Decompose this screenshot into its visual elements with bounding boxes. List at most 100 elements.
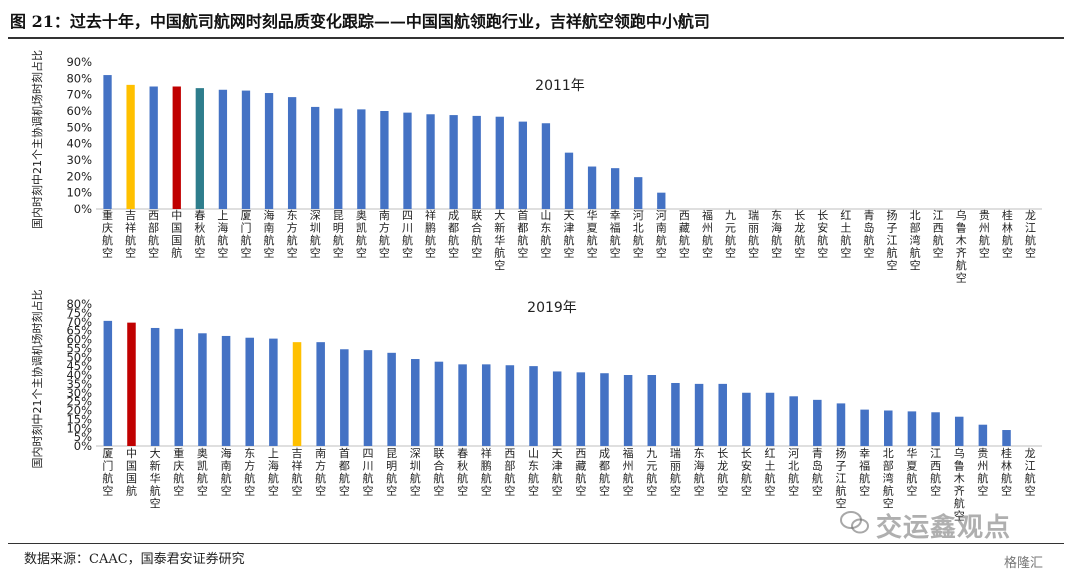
- chart-2011-xtick: 上海航空: [217, 209, 228, 260]
- chart-2019-xtick: 奥凯航空: [197, 446, 208, 498]
- chart-2019-bar: [978, 424, 988, 446]
- chart-2019-xtick: 瑞丽航空: [670, 446, 681, 498]
- chart-2011-xtick: 青岛航空: [863, 209, 874, 260]
- chart-2019-xtick: 乌鲁木齐航空: [954, 446, 965, 523]
- chart-2019-bar: [765, 392, 775, 446]
- chart-2019-bar: [292, 342, 302, 446]
- chart-2019-ytick: 20%: [66, 404, 92, 418]
- chart-2019-xtick: 东海航空: [694, 447, 705, 498]
- chart-2019-ytick: 15%: [66, 412, 92, 426]
- chart-2019-ytick: 0%: [74, 439, 92, 453]
- title-rule: [8, 37, 1064, 39]
- chart-2011-bar: [195, 88, 204, 209]
- chart-2011-xtick: 乌鲁木齐航空: [956, 208, 967, 285]
- chart-2011-xtick: 天津航空: [564, 209, 575, 260]
- chart-2011-ytick: 60%: [66, 104, 92, 118]
- chart-2011-xtick: 深圳航空: [310, 209, 321, 260]
- chart-2019-bar: [1002, 430, 1011, 446]
- chart-2019-xtick: 春秋航空: [457, 447, 468, 498]
- chart-2011-xtick: 东方航空: [287, 209, 298, 260]
- chart-2011-bar: [634, 177, 643, 209]
- chart-2011-xtick: 福州航空: [702, 208, 713, 260]
- chart-2019-xtick: 红土航空: [765, 447, 776, 498]
- chart-2011-xtick: 厦门航空: [240, 209, 251, 260]
- chart-2019-xtick: 华夏航空: [906, 446, 917, 498]
- chart-2019-ytick: 40%: [66, 368, 92, 382]
- chart-2019-ytick: 30%: [66, 386, 92, 400]
- chart-2019-bar: [600, 373, 609, 446]
- chart-2019-bar: [836, 403, 846, 446]
- chart-2011-ytick: 10%: [66, 186, 92, 200]
- chart-2019-bar: [221, 335, 231, 446]
- chart-2011-xtick: 首都航空: [517, 208, 528, 260]
- chart-2011-bar: [449, 115, 458, 209]
- chart-2019-xtick: 中国国航: [126, 447, 137, 498]
- chart-2011-bar: [403, 112, 412, 209]
- chart-2019-ytick: 60%: [66, 333, 92, 347]
- wechat-icon: [840, 511, 869, 534]
- chart-2019-ytick: 75%: [66, 306, 92, 320]
- chart-2011-ytick: 90%: [66, 55, 92, 69]
- chart-2019-bar: [150, 327, 160, 446]
- chart-2019-bar: [884, 410, 893, 446]
- chart-2019-xtick: 河北航空: [788, 447, 799, 498]
- chart-2019-xtick: 吉祥航空: [292, 447, 303, 498]
- chart-2011-xtick: 祥鹏航空: [425, 208, 436, 260]
- chart-2019-bar: [363, 350, 373, 446]
- chart-2019-bar: [647, 375, 657, 446]
- chart-2019-xtick: 首都航空: [339, 446, 350, 498]
- chart-2019-xtick: 贵州航空: [977, 447, 988, 498]
- chart-2019-bar: [458, 364, 467, 446]
- chart-2019-ytick: 35%: [66, 377, 92, 391]
- chart-2011-bar: [657, 192, 666, 209]
- chart-2011-xtick: 西藏航空: [679, 209, 690, 260]
- chart-2019-bar: [505, 365, 515, 446]
- chart-2019-bar: [718, 383, 727, 446]
- source-note: 数据来源：CAAC，国泰君安证券研究: [24, 552, 245, 567]
- chart-2011-xtick: 联合航空: [471, 209, 482, 260]
- chart-2011-xtick: 九元航空: [725, 209, 736, 260]
- chart-2019-bar: [481, 364, 491, 446]
- chart-2011-bar: [587, 166, 597, 209]
- chart-2019-bar: [269, 338, 278, 446]
- chart-2011-ytick: 50%: [66, 120, 92, 134]
- chart-2019-xtick: 成都航空: [599, 447, 610, 498]
- chart-2011-ytick: 30%: [66, 153, 92, 167]
- chart-2011-bar: [564, 152, 574, 209]
- chart-2011-xtick: 扬子江航空: [887, 208, 898, 272]
- chart-2019-xtick: 北部湾航空: [883, 447, 894, 510]
- chart-2011-bar: [495, 116, 504, 209]
- chart-2019-bar: [434, 361, 444, 446]
- chart-2011-xtick: 江西航空: [933, 209, 944, 260]
- chart-2011-xtick: 大新华航空: [494, 208, 505, 272]
- chart-2011-bar: [126, 84, 135, 209]
- chart-2019: 0%5%10%15%20%25%30%35%40%45%50%55%60%65%…: [30, 290, 1042, 523]
- chart-2019-ytick: 70%: [66, 315, 92, 329]
- chart-2019-xtick: 四川航空: [362, 447, 373, 498]
- chart-2019-bar: [316, 342, 325, 446]
- chart-2011-xtick: 春秋航空: [194, 209, 205, 260]
- chart-2019-xtick: 九元航空: [646, 447, 657, 498]
- chart-2011-bar: [380, 111, 389, 209]
- chart-2011-ytick: 80%: [66, 71, 92, 85]
- chart-2011-xtick: 海南航空: [264, 208, 275, 260]
- chart-2011-xtick: 成都航空: [448, 209, 459, 260]
- chart-2019-bar: [694, 383, 704, 446]
- chart-2019-xtick: 龙江航空: [1025, 447, 1036, 498]
- chart-2019-xtick: 南方航空: [315, 447, 326, 498]
- chart-2011-bar: [149, 86, 158, 209]
- chart-2011-xtick: 重庆航空: [102, 208, 113, 260]
- chart-2019-xtick: 东方航空: [244, 447, 255, 498]
- chart-2019-bar: [954, 416, 964, 446]
- chart-2011-xtick: 红土航空: [840, 209, 851, 260]
- chart-2011-xtick: 四川航空: [402, 209, 413, 260]
- chart-2019-bar: [576, 372, 586, 446]
- chart-2019-bar: [813, 399, 822, 446]
- chart-2019-ytick: 50%: [66, 350, 92, 364]
- chart-2019-xtick: 幸福航空: [859, 447, 870, 498]
- chart-2011-bar: [287, 97, 297, 209]
- chart-2019-xtick: 上海航空: [268, 447, 279, 498]
- chart-2011-xtick: 西部航空: [148, 209, 159, 260]
- chart-2019-xtick: 海南航空: [221, 446, 232, 498]
